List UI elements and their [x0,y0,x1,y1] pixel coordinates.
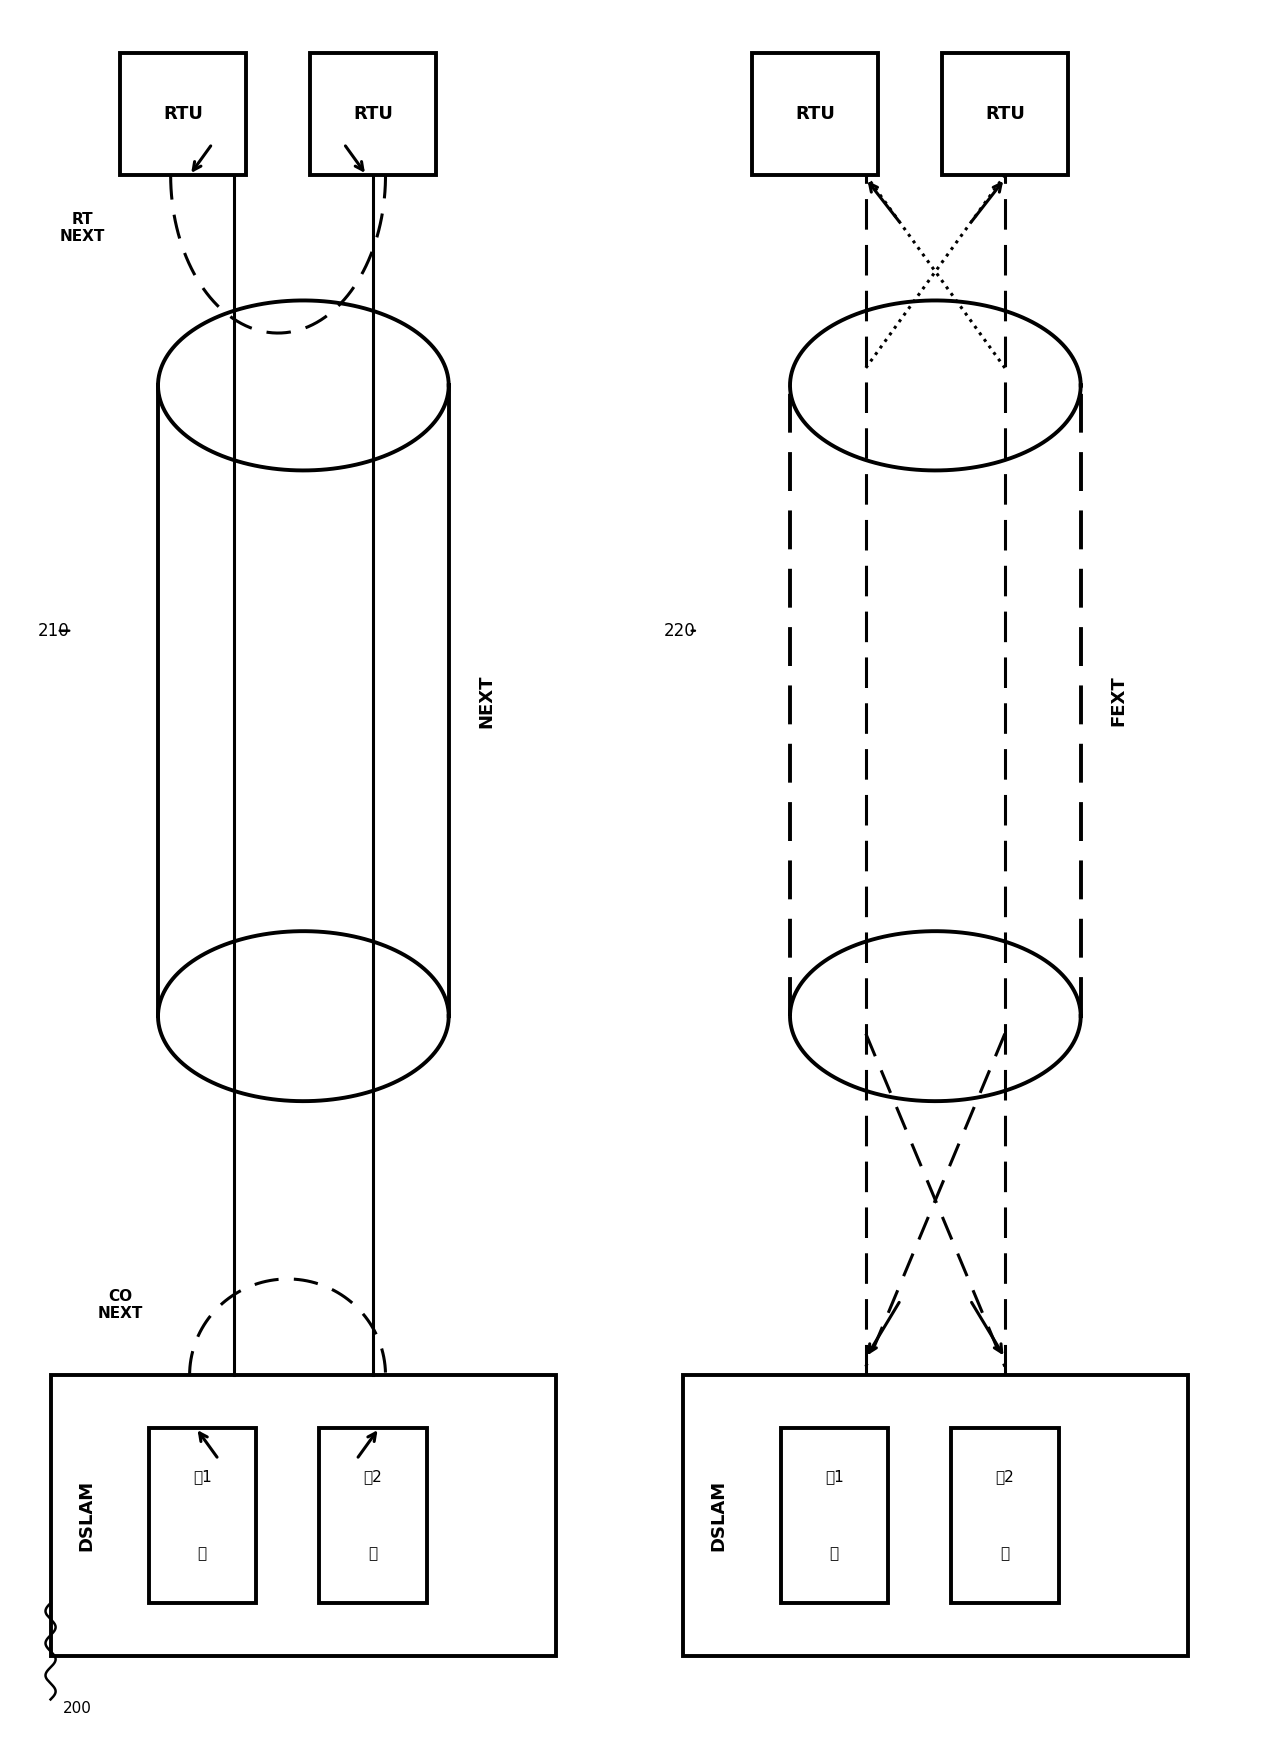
Text: 口2: 口2 [364,1470,382,1484]
Text: 口2: 口2 [996,1470,1014,1484]
Text: 口1: 口1 [825,1470,843,1484]
Text: FEXT: FEXT [1110,676,1127,725]
Text: 端: 端 [368,1547,378,1561]
Text: 220: 220 [664,622,695,639]
Text: RT
NEXT: RT NEXT [59,212,105,244]
Bar [51,1375,556,1656]
Text: DSLAM: DSLAM [709,1480,727,1551]
Text: 200: 200 [63,1701,92,1715]
Bar [752,53,878,175]
Text: 端: 端 [197,1547,207,1561]
Text: NEXT: NEXT [478,675,495,727]
Bar [120,53,246,175]
Bar [319,1428,427,1603]
Text: RTU: RTU [985,105,1025,123]
Bar [781,1428,887,1603]
Bar [952,1428,1059,1603]
Text: 210: 210 [38,622,70,639]
Text: 口1: 口1 [193,1470,211,1484]
Bar [683,1375,1188,1656]
Bar [310,53,436,175]
Text: RTU: RTU [353,105,393,123]
Text: DSLAM: DSLAM [77,1480,95,1551]
Text: 端: 端 [829,1547,839,1561]
Bar [148,1428,255,1603]
Bar [942,53,1068,175]
Text: RTU: RTU [795,105,836,123]
Text: 端: 端 [1000,1547,1010,1561]
Text: RTU: RTU [163,105,204,123]
Text: CO
NEXT: CO NEXT [97,1289,143,1321]
